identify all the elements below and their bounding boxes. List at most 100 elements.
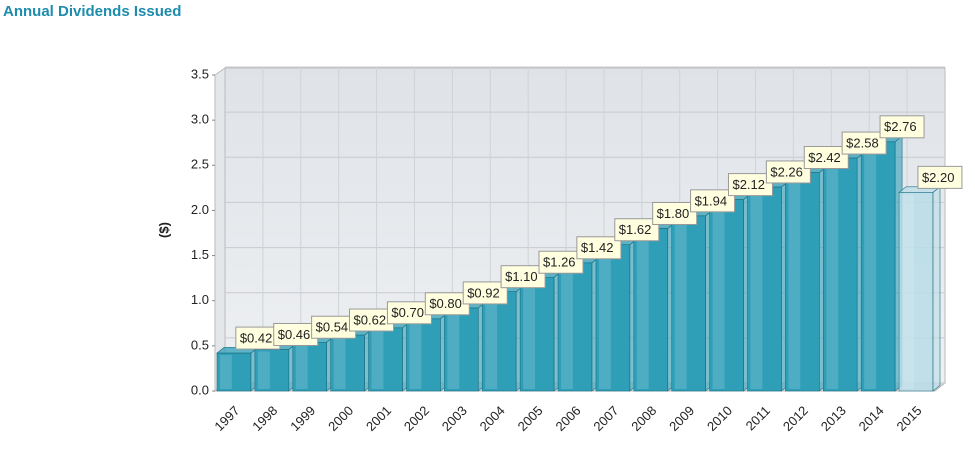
bar <box>898 192 934 392</box>
x-tick-label: 1998 <box>249 403 280 434</box>
value-label: $1.10 <box>505 269 538 284</box>
value-label: $1.62 <box>619 222 652 237</box>
value-label: $2.42 <box>808 150 841 165</box>
value-label-box <box>538 250 584 274</box>
bar-group <box>670 209 714 392</box>
value-label: $1.80 <box>657 206 690 221</box>
value-label-box <box>462 281 508 305</box>
bar <box>292 341 327 392</box>
bar-group <box>367 321 411 392</box>
value-label: $0.80 <box>429 296 462 311</box>
bar-group <box>632 222 676 392</box>
bar-group <box>519 271 562 392</box>
x-tick-label: 1997 <box>211 403 242 434</box>
bar <box>785 172 820 392</box>
y-tick-label: 1.5 <box>191 247 209 262</box>
x-tick-label: 2013 <box>818 403 849 434</box>
value-label: $2.20 <box>922 170 955 185</box>
bar-group <box>405 312 449 392</box>
side-wall <box>214 67 226 393</box>
y-axis-label: ($) <box>156 222 171 238</box>
bar <box>671 215 706 392</box>
value-label-box <box>879 115 925 139</box>
bar-shine <box>333 337 346 389</box>
bar-group <box>443 301 487 392</box>
bar-group <box>291 336 335 392</box>
bar-shine <box>636 230 649 389</box>
bar <box>823 157 858 392</box>
bar-group <box>708 193 752 392</box>
bar-shine <box>295 344 308 389</box>
value-label: $1.42 <box>581 240 614 255</box>
value-label-box <box>727 173 773 197</box>
x-tick-label: 1999 <box>287 403 318 434</box>
value-label-box <box>500 265 546 289</box>
x-tick-label: 2012 <box>780 403 811 434</box>
value-label-box <box>576 236 622 260</box>
value-label-box <box>917 165 963 189</box>
x-tick-label: 2009 <box>666 403 697 434</box>
value-label: $2.76 <box>884 119 917 134</box>
y-tick-label: 3.5 <box>191 66 209 81</box>
bar <box>444 307 479 392</box>
y-tick-label: 1.0 <box>191 292 209 307</box>
bar-group <box>557 256 600 392</box>
bar-shine <box>371 329 384 389</box>
value-label: $1.94 <box>695 193 728 208</box>
value-label: $0.42 <box>240 331 273 346</box>
bar-shine <box>712 201 725 389</box>
value-label: $0.54 <box>316 320 349 335</box>
x-tick-label: 2014 <box>856 403 887 434</box>
bar-shine <box>257 351 270 389</box>
bar-group <box>216 346 259 392</box>
bar-shine <box>561 264 573 389</box>
bar <box>519 276 555 392</box>
value-label-box <box>690 189 736 213</box>
value-label: $2.26 <box>770 164 803 179</box>
x-tick-label: 2004 <box>477 403 508 434</box>
value-label-box <box>841 131 887 155</box>
x-tick-label: 2011 <box>743 403 773 433</box>
value-label: $2.58 <box>846 136 879 151</box>
x-tick-label: 2006 <box>552 403 583 434</box>
y-tick-label: 0.5 <box>191 337 209 352</box>
bar-side <box>932 186 941 392</box>
bar-shine <box>598 246 611 389</box>
x-tick-label: 2000 <box>325 403 356 434</box>
x-tick-label: 2010 <box>704 403 735 434</box>
value-label-box <box>652 201 698 225</box>
bar-shine <box>220 355 232 389</box>
bar-group <box>595 238 638 392</box>
bar-shine <box>864 143 877 389</box>
bar <box>557 262 593 392</box>
bar-group <box>746 180 790 392</box>
bar-shine <box>902 194 914 389</box>
bar <box>216 352 252 392</box>
bar <box>709 199 744 392</box>
chart-title: Annual Dividends Issued <box>3 3 181 20</box>
x-tick-label: 2003 <box>439 403 470 434</box>
bar-group <box>254 343 297 392</box>
value-label-box <box>614 218 660 242</box>
value-label: $0.92 <box>467 285 500 300</box>
y-tick-label: 3.0 <box>191 112 209 127</box>
bar <box>633 228 669 392</box>
bar-shine <box>826 160 839 389</box>
bar <box>747 186 782 392</box>
value-label: $0.70 <box>391 305 424 320</box>
value-label-box <box>765 160 811 184</box>
bar-shine <box>523 279 536 389</box>
value-label: $0.46 <box>278 327 311 342</box>
x-tick-label: 2001 <box>363 403 394 434</box>
bar <box>860 141 896 392</box>
bar-shine <box>485 293 498 389</box>
x-tick-label: 2005 <box>515 403 546 434</box>
bar-group <box>860 135 903 392</box>
bar-group <box>784 166 828 392</box>
x-tick-label: 2008 <box>628 403 659 434</box>
y-tick-label: 2.5 <box>191 157 209 172</box>
x-tick-label: 2015 <box>894 403 925 434</box>
bar <box>368 327 403 392</box>
value-label: $1.26 <box>543 255 576 270</box>
value-label: $2.12 <box>732 177 765 192</box>
